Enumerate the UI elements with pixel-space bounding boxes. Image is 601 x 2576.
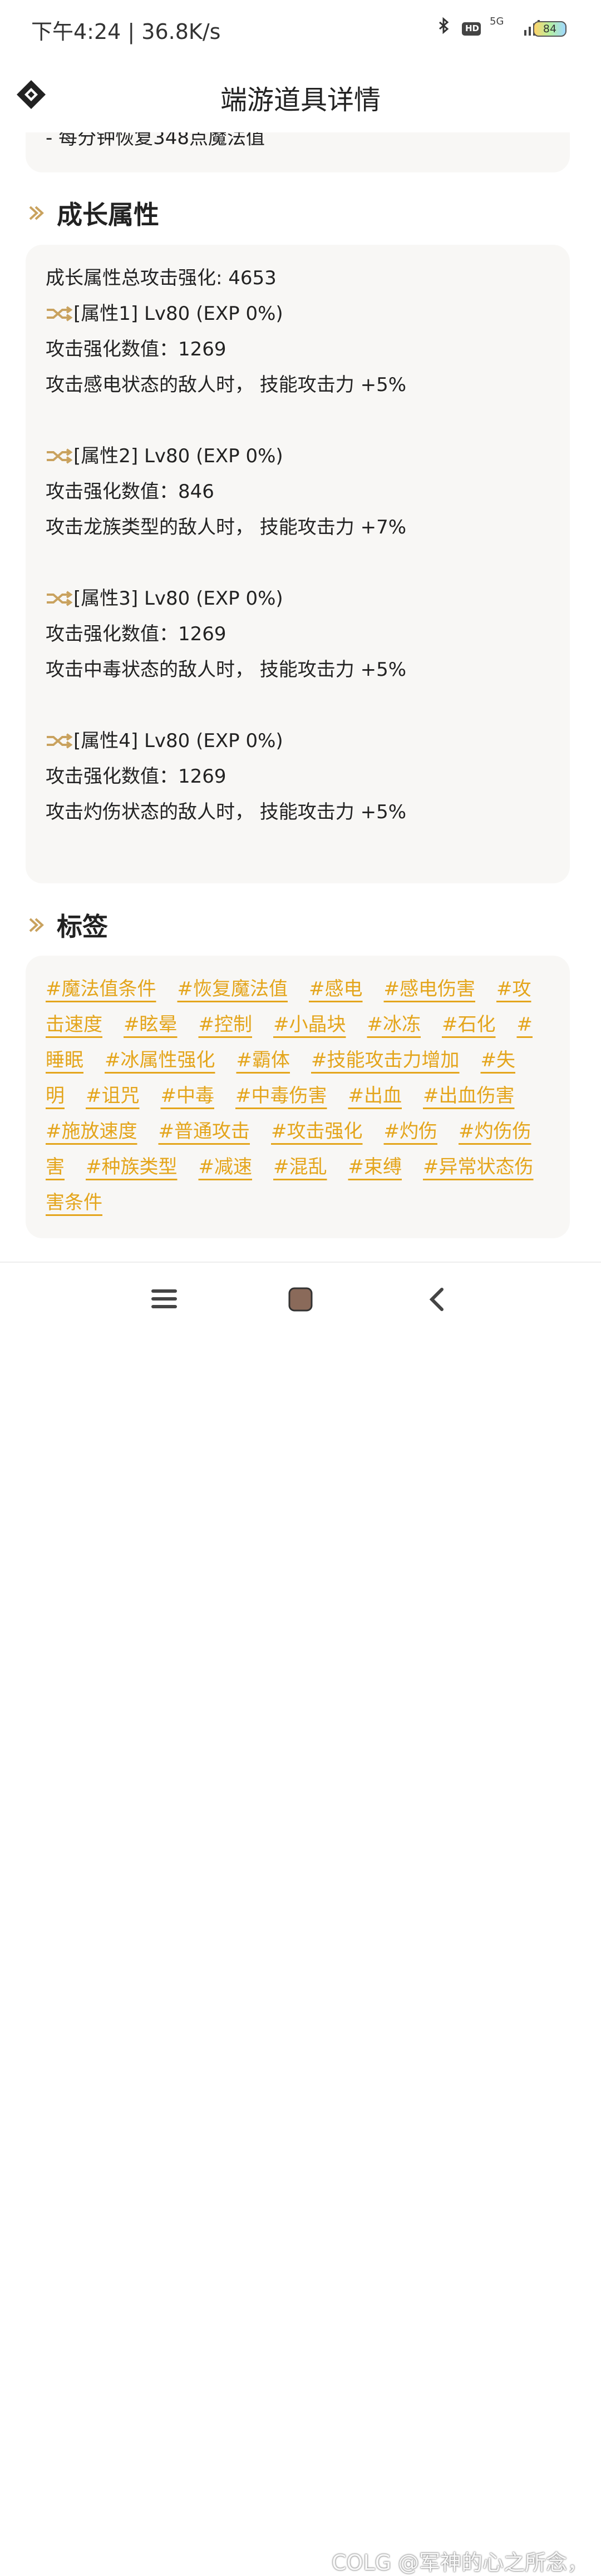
attribute-enhance: 攻击强化数值：1269 (46, 623, 226, 645)
attribute-name: [属性2] Lv80 (EXP 0%) (46, 438, 550, 474)
tag[interactable]: #施放速度 (46, 1120, 137, 1143)
attribute-effect: 攻击中毒状态的敌人时， 技能攻击力 +5% (46, 659, 407, 681)
tag[interactable]: #攻击强化 (271, 1120, 363, 1143)
section-title: 标签 (28, 907, 108, 943)
tag[interactable]: #灼伤 (383, 1120, 438, 1143)
hd-badge: HD (465, 23, 480, 33)
tag[interactable]: #束缚 (348, 1156, 402, 1178)
battery: 84 (533, 21, 566, 37)
status-bar: 下午4:24 | 36.8K/s HD 5G 84 (0, 0, 601, 56)
tag[interactable]: #恢复魔法值 (177, 978, 288, 1000)
tag[interactable]: #眩晕 (124, 1013, 178, 1036)
tag[interactable]: #控制 (198, 1013, 253, 1036)
back-button[interactable] (428, 1287, 445, 1312)
top-bar: 端游道具详情 (0, 56, 601, 132)
shuffle-icon (47, 733, 73, 749)
tag[interactable]: #灼伤伤害 (46, 1120, 531, 1178)
spacer (46, 403, 550, 438)
spacer (46, 545, 550, 581)
tag[interactable]: #小晶块 (273, 1013, 346, 1036)
tag[interactable]: #普通攻击 (158, 1120, 250, 1143)
section-title: 成长属性 (28, 195, 159, 231)
attribute-label: [属性1] Lv80 (EXP 0%) (73, 303, 283, 325)
attribute-effect: 攻击灼伤状态的敌人时， 技能攻击力 +5% (46, 801, 407, 823)
attribute-enhance: 攻击强化数值：846 (46, 481, 214, 503)
attribute-name: [属性1] Lv80 (EXP 0%) (46, 296, 550, 332)
attribute-label: [属性4] Lv80 (EXP 0%) (73, 730, 283, 752)
tag[interactable]: #混乱 (273, 1156, 327, 1178)
tag[interactable]: #中毒 (160, 1085, 215, 1107)
tag[interactable]: #诅咒 (86, 1085, 140, 1107)
attribute-name: [属性3] Lv80 (EXP 0%) (46, 581, 550, 616)
tag[interactable]: #睡眠 (46, 1013, 533, 1071)
attribute-enhance: 攻击强化数值：1269 (46, 338, 226, 360)
total-line: 成长属性总攻击强化: 4653 (46, 267, 277, 289)
shuffle-icon (47, 448, 73, 464)
tag[interactable]: #中毒伤害 (235, 1085, 327, 1107)
spacer (46, 688, 550, 723)
menu-button[interactable] (150, 1287, 178, 1312)
shuffle-icon (47, 306, 73, 322)
network-type: 5G (490, 16, 504, 27)
tags-card: #魔法值条件 #恢复魔法值 #感电 #感电伤害 #攻击速度 #眩晕 #控制 #小晶块 #冰冻 #石… (26, 956, 570, 1238)
section-title-text: 成长属性 (57, 200, 159, 230)
section-icon (29, 918, 44, 932)
attribute-label: [属性2] Lv80 (EXP 0%) (73, 445, 283, 467)
shuffle-icon (47, 591, 73, 606)
page-title: 端游道具详情 (220, 85, 381, 116)
attribute-label: [属性3] Lv80 (EXP 0%) (73, 587, 283, 610)
tag[interactable]: #出血伤害 (423, 1085, 515, 1107)
tag[interactable]: #霸体 (236, 1049, 290, 1071)
tag[interactable]: #失明 (46, 1049, 515, 1107)
growth-card: 成长属性总攻击强化: 4653 [属性1] Lv80 (EXP 0%) 攻击强化数值… (26, 245, 570, 883)
watermark: COLG @军神的心之所念， (332, 2550, 589, 2575)
status-time: 下午4:24 | 36.8K/s (31, 19, 221, 44)
tag[interactable]: #感电伤害 (383, 978, 476, 1000)
attribute-enhance: 攻击强化数值：1269 (46, 765, 226, 788)
tag[interactable]: #种族类型 (86, 1156, 178, 1178)
tag[interactable]: #石化 (442, 1013, 496, 1036)
tag[interactable]: #技能攻击力增加 (311, 1049, 460, 1071)
tag[interactable]: #感电 (309, 978, 363, 1000)
home-button[interactable] (288, 1287, 313, 1312)
attribute-effect: 攻击龙族类型的敌人时， 技能攻击力 +7% (46, 516, 407, 538)
section-title-text: 标签 (57, 912, 108, 942)
tag[interactable]: #魔法值条件 (46, 978, 156, 1000)
tag[interactable]: #出血 (348, 1085, 402, 1107)
tag[interactable]: #攻击速度 (46, 978, 531, 1036)
section-icon (29, 206, 44, 220)
attribute-effect: 攻击感电状态的敌人时， 技能攻击力 +5% (46, 374, 407, 396)
logo[interactable] (16, 79, 47, 110)
tag[interactable]: #减速 (198, 1156, 253, 1178)
status-speed: 36.8K/s (141, 19, 221, 44)
tag[interactable]: #冰冻 (367, 1013, 421, 1036)
attribute-name: [属性4] Lv80 (EXP 0%) (46, 723, 550, 759)
nav-bar: COLG @军神的心之所念， (0, 1262, 601, 2575)
tag[interactable]: #冰属性强化 (105, 1049, 215, 1071)
tag[interactable]: #异常状态伤害条件 (46, 1156, 534, 1214)
